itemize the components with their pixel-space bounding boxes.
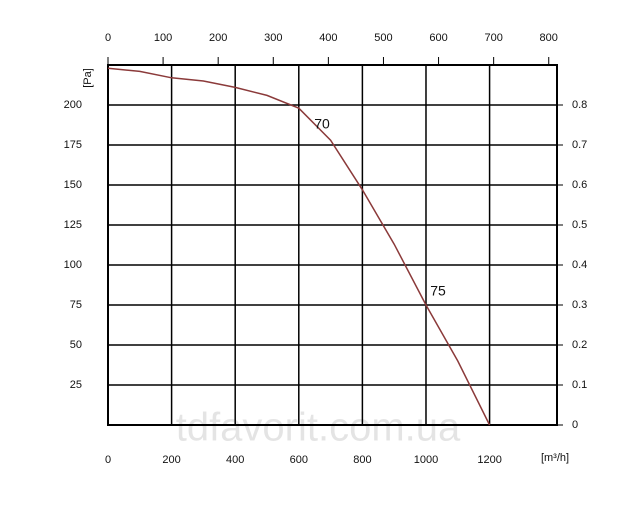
x-tick-label: 1000 [414, 454, 438, 466]
y-tick-label: 125 [64, 219, 82, 231]
annotation: 70 [314, 116, 330, 132]
x-tick-label: 1200 [477, 454, 501, 466]
y-tick-label: 25 [70, 379, 82, 391]
y-tick-label: 50 [70, 339, 82, 351]
y2-tick-label: 0.8 [572, 99, 587, 111]
x2-tick-label: 200 [209, 32, 227, 44]
x-tick-label: 600 [290, 454, 308, 466]
x2-tick-label: 400 [319, 32, 337, 44]
y2-tick-label: 0 [572, 419, 578, 431]
y-tick-label: 100 [64, 259, 82, 271]
y2-tick-label: 0.2 [572, 339, 587, 351]
x-tick-label: 0 [105, 454, 111, 466]
y-tick-label: 75 [70, 299, 82, 311]
x2-tick-label: 500 [374, 32, 392, 44]
x2-tick-label: 800 [540, 32, 558, 44]
y2-tick-label: 0.5 [572, 219, 587, 231]
x2-tick-label: 0 [105, 32, 111, 44]
x-tick-label: 800 [353, 454, 371, 466]
x2-tick-label: 700 [484, 32, 502, 44]
curve [107, 67, 491, 426]
y-tick-label: 175 [64, 139, 82, 151]
y2-tick-label: 0.3 [572, 299, 587, 311]
watermark: tdfavorit.com.ua [176, 406, 461, 450]
y2-tick-label: 0.4 [572, 259, 587, 271]
x-axis-label: [m³/h] [541, 452, 569, 464]
x-tick-label: 400 [226, 454, 244, 466]
y2-tick-label: 0.1 [572, 379, 587, 391]
y-tick-label: 200 [64, 99, 82, 111]
x2-tick-label: 100 [154, 32, 172, 44]
annotation: 75 [430, 283, 446, 299]
x2-tick-label: 300 [264, 32, 282, 44]
y-axis-label: [Pa] [82, 68, 94, 88]
y2-tick-label: 0.6 [572, 179, 587, 191]
y2-tick-label: 0.7 [572, 139, 587, 151]
y-tick-label: 150 [64, 179, 82, 191]
x-tick-label: 200 [162, 454, 180, 466]
x2-tick-label: 600 [429, 32, 447, 44]
